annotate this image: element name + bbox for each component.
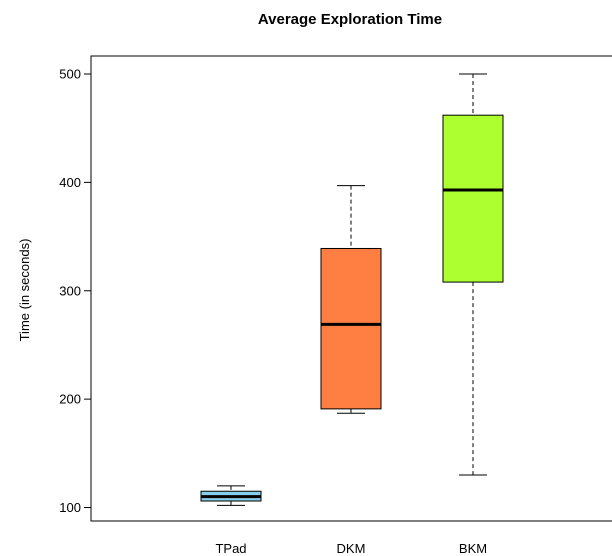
y-axis-label: Time (in seconds) bbox=[17, 239, 32, 342]
x-tick-label: BKM bbox=[459, 541, 487, 556]
plot-border bbox=[90, 55, 612, 522]
y-tick-label: 300 bbox=[59, 283, 81, 298]
y-tick-label: 400 bbox=[59, 175, 81, 190]
chart-title: Average Exploration Time bbox=[258, 11, 442, 28]
x-tick-label: DKM bbox=[337, 541, 366, 556]
x-axis: TPad DKM BKM bbox=[215, 541, 487, 556]
box-dkm bbox=[320, 185, 382, 414]
box-body bbox=[320, 247, 382, 410]
y-tick-label: 100 bbox=[59, 500, 81, 515]
boxes-layer bbox=[200, 73, 504, 506]
box-tpad bbox=[200, 485, 262, 506]
y-tick-label: 200 bbox=[59, 392, 81, 407]
y-tick-label: 500 bbox=[59, 67, 81, 82]
y-axis: 100 200 300 400 500 bbox=[59, 67, 91, 515]
x-tick-label: TPad bbox=[215, 541, 246, 556]
box-body bbox=[442, 114, 504, 283]
box-bkm bbox=[442, 73, 504, 476]
plot-frame bbox=[90, 55, 612, 522]
